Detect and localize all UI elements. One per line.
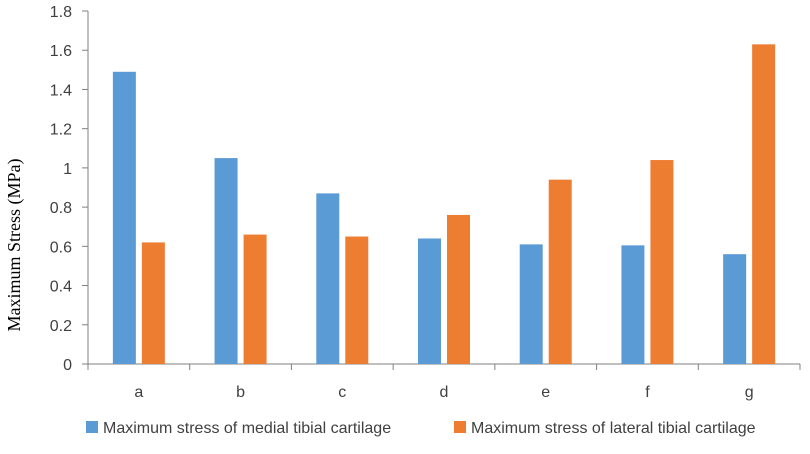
bar-medial-e xyxy=(519,244,543,364)
x-tick-label: f xyxy=(645,384,650,401)
bar-medial-f xyxy=(621,245,645,364)
y-tick-label: 0 xyxy=(63,357,72,374)
bar-lateral-f xyxy=(650,160,674,364)
y-tick-label: 1.6 xyxy=(50,43,72,60)
bar-medial-d xyxy=(418,238,441,364)
bar-lateral-a xyxy=(141,242,165,364)
bar-lateral-c xyxy=(345,236,369,364)
bar-medial-g xyxy=(723,254,747,364)
x-tick-label: g xyxy=(745,384,754,401)
legend: Maximum stress of medial tibial cartilag… xyxy=(86,420,756,437)
bar-lateral-d xyxy=(447,214,470,364)
bar-medial-b xyxy=(214,158,238,364)
y-axis-label: Maximum Stress (MPa) xyxy=(4,158,25,331)
bar-lateral-b xyxy=(243,234,267,364)
y-tick-label: 0.8 xyxy=(50,200,72,217)
legend-label: Maximum stress of medial tibial cartilag… xyxy=(103,420,391,437)
y-tick-label: 1.8 xyxy=(50,4,72,21)
bar-lateral-g xyxy=(752,44,776,364)
bar-medial-c xyxy=(316,193,340,364)
plot-area: 0 0.2 0.4 0.6 0.8 1 1.2 1.4 1.6 1.8 a b c d e f g xyxy=(50,4,801,401)
y-tick-label: 0.4 xyxy=(50,279,72,296)
legend-label: Maximum stress of lateral tibial cartila… xyxy=(471,420,756,437)
y-tick-label: 1 xyxy=(63,161,72,178)
y-tick-label: 1.2 xyxy=(50,122,72,139)
legend-swatch xyxy=(454,421,466,433)
bar-lateral-e xyxy=(548,179,572,364)
x-tick-label: b xyxy=(236,384,245,401)
x-tick-label: d xyxy=(440,384,449,401)
y-tick-label: 1.4 xyxy=(50,82,72,99)
y-tick-label: 0.6 xyxy=(50,239,72,256)
bar-medial-a xyxy=(112,71,136,365)
legend-swatch xyxy=(86,421,98,433)
x-tick-label: e xyxy=(541,384,550,401)
x-tick-label: c xyxy=(338,384,346,401)
y-tick-label: 0.2 xyxy=(50,318,72,335)
x-tick-label: a xyxy=(134,384,143,401)
